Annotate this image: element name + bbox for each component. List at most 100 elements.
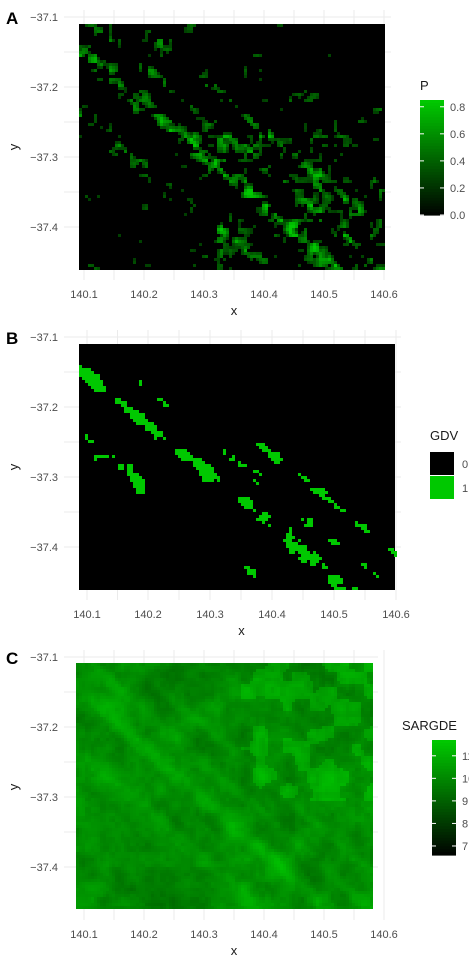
- raster-cell: [121, 681, 124, 684]
- raster-cell: [256, 714, 259, 717]
- raster-cell: [142, 93, 145, 96]
- raster-cell: [139, 675, 142, 678]
- raster-cell: [253, 714, 256, 717]
- raster-cell: [343, 138, 346, 141]
- raster-cell: [133, 473, 136, 476]
- raster-cell: [82, 726, 85, 729]
- raster-cell: [172, 741, 175, 744]
- raster-cell: [136, 753, 139, 756]
- raster-cell: [145, 747, 148, 750]
- raster-cell: [337, 741, 340, 744]
- raster-cell: [241, 747, 244, 750]
- raster-cell: [169, 90, 172, 93]
- raster-cell: [370, 222, 373, 225]
- raster-cell: [253, 195, 256, 198]
- raster-cell: [184, 741, 187, 744]
- raster-cell: [283, 138, 286, 141]
- raster-cell: [340, 675, 343, 678]
- raster-cell: [337, 575, 340, 578]
- raster-cell: [349, 735, 352, 738]
- raster-cell: [217, 714, 220, 717]
- raster-cell: [145, 675, 148, 678]
- raster-cell: [85, 672, 88, 675]
- raster-cell: [241, 159, 244, 162]
- raster-cell: [160, 717, 163, 720]
- x-tick-label: 140.6: [382, 609, 410, 621]
- raster-cell: [109, 663, 112, 666]
- raster-cell: [217, 753, 220, 756]
- raster-cell: [208, 171, 211, 174]
- raster-cell: [223, 708, 226, 711]
- raster-cell: [265, 699, 268, 702]
- raster-cell: [310, 249, 313, 252]
- raster-cell: [226, 753, 229, 756]
- raster-cell: [118, 729, 121, 732]
- raster-cell: [247, 246, 250, 249]
- raster-cell: [295, 699, 298, 702]
- raster-cell: [115, 690, 118, 693]
- raster-cell: [364, 527, 367, 530]
- raster-cell: [97, 726, 100, 729]
- raster-cell: [205, 470, 208, 473]
- raster-cell: [130, 99, 133, 102]
- raster-cell: [253, 156, 256, 159]
- raster-cell: [247, 672, 250, 675]
- raster-cell: [280, 741, 283, 744]
- raster-cell: [112, 69, 115, 72]
- raster-cell: [325, 669, 328, 672]
- raster-cell: [136, 726, 139, 729]
- raster-cell: [226, 696, 229, 699]
- raster-cell: [139, 96, 142, 99]
- raster-cell: [241, 174, 244, 177]
- raster-cell: [220, 699, 223, 702]
- raster-cell: [220, 672, 223, 675]
- raster-cell: [250, 503, 253, 506]
- raster-cell: [136, 666, 139, 669]
- raster-cell: [340, 222, 343, 225]
- raster-cell: [187, 452, 190, 455]
- raster-cell: [112, 669, 115, 672]
- raster-cell: [343, 243, 346, 246]
- raster-cell: [232, 183, 235, 186]
- raster-cell: [214, 690, 217, 693]
- raster-cell: [316, 663, 319, 666]
- raster-cell: [157, 738, 160, 741]
- raster-cell: [265, 711, 268, 714]
- raster-cell: [223, 243, 226, 246]
- raster-cell: [334, 267, 337, 270]
- raster-cell: [214, 735, 217, 738]
- raster-cell: [208, 162, 211, 165]
- raster-cell: [262, 714, 265, 717]
- raster-cell: [274, 744, 277, 747]
- raster-cell: [325, 672, 328, 675]
- raster-cell: [214, 476, 217, 479]
- raster-cell: [181, 132, 184, 135]
- raster-cell: [223, 138, 226, 141]
- raster-cell: [100, 30, 103, 33]
- raster-cell: [340, 663, 343, 666]
- raster-cell: [250, 675, 253, 678]
- raster-cell: [340, 666, 343, 669]
- raster-cell: [352, 669, 355, 672]
- raster-cell: [280, 720, 283, 723]
- raster-cell: [190, 138, 193, 141]
- raster-cell: [370, 702, 373, 705]
- raster-cell: [316, 696, 319, 699]
- raster-cell: [370, 663, 373, 666]
- raster-cell: [361, 210, 364, 213]
- raster-cell: [199, 741, 202, 744]
- raster-cell: [328, 720, 331, 723]
- raster-cell: [307, 678, 310, 681]
- raster-cell: [142, 720, 145, 723]
- raster-cell: [223, 729, 226, 732]
- raster-cell: [145, 96, 148, 99]
- raster-cell: [193, 738, 196, 741]
- raster-cell: [304, 159, 307, 162]
- raster-cell: [142, 717, 145, 720]
- raster-cell: [346, 744, 349, 747]
- raster-cell: [82, 717, 85, 720]
- raster-cell: [205, 669, 208, 672]
- raster-cell: [190, 732, 193, 735]
- raster-cell: [82, 51, 85, 54]
- raster-cell: [100, 455, 103, 458]
